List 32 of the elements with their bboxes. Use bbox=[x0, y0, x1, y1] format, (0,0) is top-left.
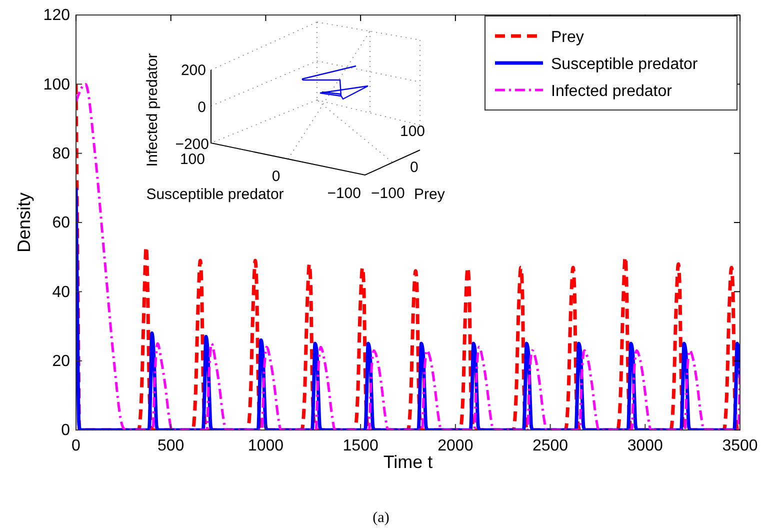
y-tick-label: 80 bbox=[52, 145, 70, 162]
annotation: 0 bbox=[198, 99, 206, 116]
annotation: −100 bbox=[327, 185, 361, 202]
legend-label: Prey bbox=[551, 29, 584, 46]
annotation: 0 bbox=[410, 159, 418, 176]
text: (a) bbox=[372, 510, 390, 526]
annotation: Prey bbox=[414, 186, 446, 203]
x-tick-label: 500 bbox=[158, 437, 184, 454]
x-tick-label: 2500 bbox=[532, 437, 568, 454]
annotation: Infected predator bbox=[144, 53, 161, 167]
y-tick-label: 60 bbox=[52, 214, 70, 232]
annotation: 0 bbox=[272, 168, 280, 185]
x-tick-label: 1500 bbox=[342, 437, 378, 454]
annotation: 100 bbox=[400, 123, 426, 140]
x-tick-label: 1000 bbox=[248, 437, 284, 454]
x-tick-label: 3500 bbox=[722, 437, 758, 454]
annotation: 100 bbox=[180, 151, 205, 168]
y-tick-label: 120 bbox=[43, 7, 70, 24]
annotation: Susceptible predator bbox=[146, 186, 284, 203]
y-tick-label: 0 bbox=[61, 422, 70, 440]
y-tick-label: 20 bbox=[52, 352, 70, 370]
legend-label: Susceptible predator bbox=[551, 56, 698, 73]
x-axis-title: Time t bbox=[383, 452, 433, 472]
annotation: −100 bbox=[371, 185, 405, 202]
annotation: −200 bbox=[175, 136, 209, 153]
x-tick-label: 3000 bbox=[627, 437, 664, 454]
y-tick-label: 100 bbox=[43, 76, 70, 94]
y-axis-title: Density bbox=[14, 192, 34, 253]
legend-label: Infected predator bbox=[551, 83, 673, 100]
x-tick-label: 2000 bbox=[438, 437, 474, 454]
annotation: 200 bbox=[180, 62, 206, 79]
y-tick-label: 40 bbox=[52, 284, 70, 301]
